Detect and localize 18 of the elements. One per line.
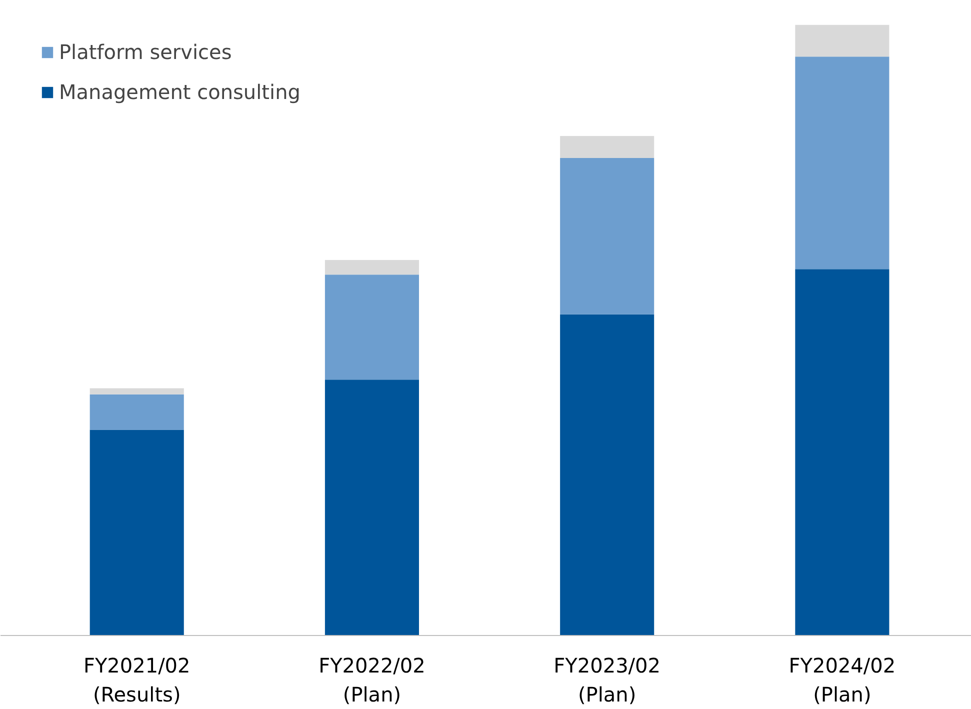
- bar: [90, 430, 184, 636]
- bar: [795, 56, 890, 270]
- bar: [795, 24, 890, 57]
- x-tick-label: FY2023/02 (Plan): [554, 654, 660, 706]
- legend-label: Platform services: [59, 40, 232, 64]
- bar: [560, 158, 654, 314]
- legend-label: Management consulting: [59, 80, 300, 104]
- bar: [560, 136, 654, 158]
- bar: [560, 314, 654, 636]
- bar: [324, 274, 419, 380]
- bar: [90, 388, 184, 394]
- x-tick-label: FY2024/02 (Plan): [788, 654, 896, 706]
- bar: [324, 260, 419, 275]
- x-tick-label: FY2022/02 (Plan): [318, 654, 426, 706]
- x-tick-label: FY2021/02 (Results): [83, 654, 190, 706]
- bar: [90, 394, 184, 430]
- bar: [324, 380, 419, 636]
- bar: [795, 269, 890, 636]
